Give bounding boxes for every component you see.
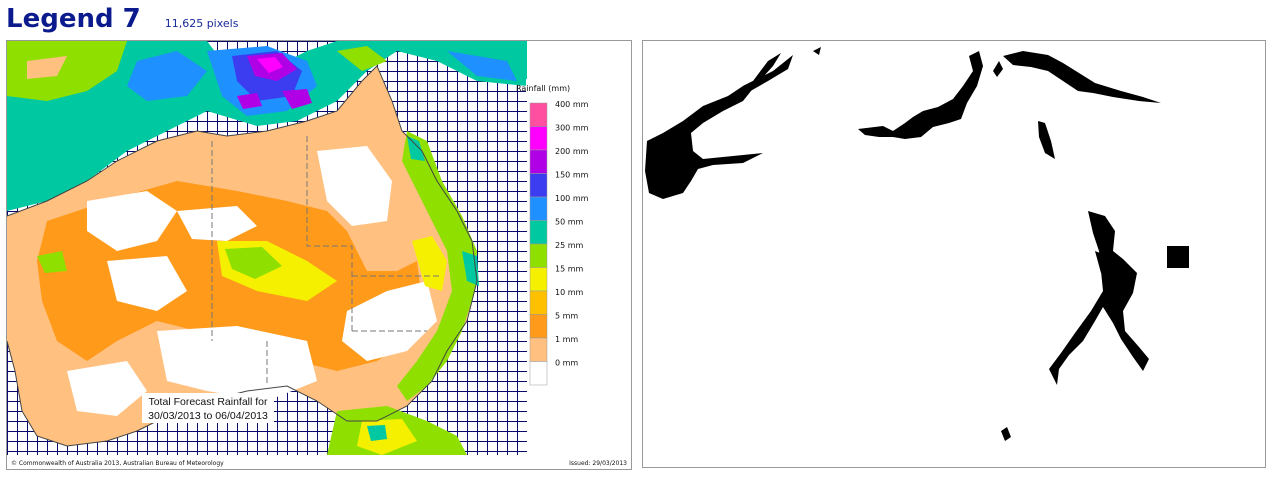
binary-mask-panel <box>642 40 1266 468</box>
caption-line-1: Total Forecast Rainfall for <box>148 396 268 408</box>
legend-swatch <box>529 196 548 221</box>
legend-title: Legend 7 <box>6 4 141 34</box>
legend-label: 5 mm <box>555 312 578 321</box>
caption-box <box>142 393 274 423</box>
caption-line-2: 30/03/2013 to 06/04/2013 <box>148 410 268 422</box>
legend-label: 10 mm <box>555 288 584 297</box>
copyright-text: © Commonwealth of Australia 2013, Austra… <box>11 460 224 467</box>
legend-swatch <box>529 173 548 198</box>
legend-label: 200 mm <box>555 147 589 156</box>
rainfall-legend: Rainfall (mm) 400 mm 300 mm 200 mm 150 mm 10… <box>516 79 631 386</box>
legend-label: 1 mm <box>555 335 578 344</box>
rainfall-map-panel: Total Forecast Rainfall for 30/03/2013 t… <box>6 40 632 470</box>
legend-label: 400 mm <box>555 100 589 109</box>
legend-heading: Rainfall (mm) <box>516 84 570 93</box>
legend-swatch <box>529 102 548 127</box>
legend-swatch <box>529 314 548 339</box>
pixel-count: 11,625 pixels <box>164 17 239 30</box>
legend-label: 50 mm <box>555 218 584 227</box>
header: Legend 7 11,625 pixels <box>6 4 238 38</box>
map-area: Total Forecast Rainfall for 30/03/2013 t… <box>7 41 527 455</box>
legend-swatch <box>529 126 548 151</box>
legend-swatch <box>529 149 548 174</box>
issued-date: Issued: 29/03/2013 <box>569 460 627 467</box>
legend-swatch <box>529 337 548 362</box>
legend-label: 0 mm <box>555 359 578 368</box>
legend-label: 25 mm <box>555 241 584 250</box>
mask-regions <box>645 47 1189 441</box>
legend-label: 100 mm <box>555 194 589 203</box>
legend-label: 150 mm <box>555 171 589 180</box>
binary-mask <box>643 41 1265 467</box>
legend-swatch <box>529 243 548 268</box>
legend-label: 300 mm <box>555 124 589 133</box>
legend-swatch <box>529 220 548 245</box>
legend-swatch <box>529 267 548 292</box>
rainfall-map: Total Forecast Rainfall for 30/03/2013 t… <box>7 41 631 467</box>
legend-swatch <box>529 290 548 315</box>
legend-label: 15 mm <box>555 265 584 274</box>
legend-swatch <box>529 361 548 386</box>
